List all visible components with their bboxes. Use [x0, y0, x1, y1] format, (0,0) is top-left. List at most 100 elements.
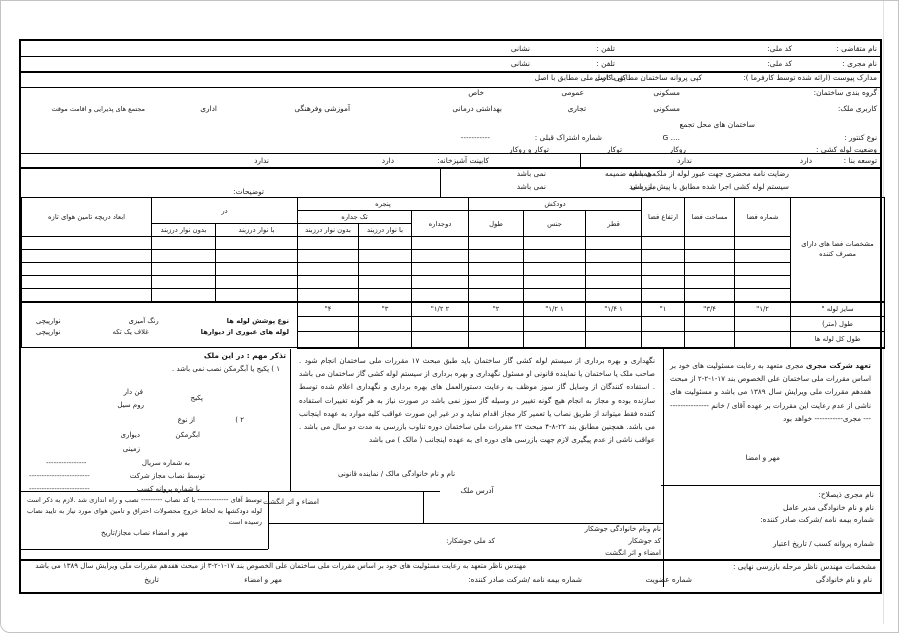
heater-floor-option: زمینی	[122, 445, 140, 453]
divider	[21, 491, 440, 492]
ceo-name-label: نام و نام خانوادگی مدیر عامل	[783, 503, 874, 512]
table-cell	[468, 275, 525, 289]
neighbor-consent-no: نمی باشد	[516, 169, 546, 178]
important-note-box: تذکر مهم : در این ملک ۱ ) پکیج یا آبگرمک…	[21, 349, 290, 493]
table-cell	[215, 275, 298, 289]
window-group-header: پنجره	[296, 197, 470, 211]
piping-status-embedded: توکار	[606, 145, 622, 154]
table-cell	[21, 288, 152, 302]
window-without-strip-header: بدون نوار درزبند	[296, 223, 360, 237]
usage-option-educational: آموزشی وفرهنگی	[294, 104, 350, 113]
expansion-has: دارد	[799, 156, 812, 165]
divider-thick	[21, 559, 880, 561]
table-cell	[468, 249, 525, 263]
kitchen-cabinet-has: دارد	[381, 156, 394, 165]
package-roomseal-option: روم سیل	[117, 401, 144, 409]
installer-statement-box: توسط آقای ------------- با کد نصاب -----…	[21, 491, 268, 549]
divider-vertical	[663, 349, 664, 587]
window-with-strip-header: با نوار درزبند	[358, 223, 413, 237]
grouping-label: گروه بندی ساختمان:	[813, 88, 877, 97]
table-cell	[151, 288, 216, 302]
divider	[21, 153, 880, 154]
table-cell	[585, 262, 643, 276]
window-double-header: دوجداره	[411, 210, 470, 237]
final-inspector-insurance-label: شماره بیمه نامه /شرکت صادر کننده:	[468, 575, 582, 584]
table-cell	[21, 275, 152, 289]
table-cell	[585, 236, 643, 250]
table-cell	[296, 288, 360, 302]
table-cell	[358, 288, 413, 302]
table-cell	[21, 262, 152, 276]
table-cell	[734, 275, 792, 289]
important-note-title: تذکر مهم : در این ملک	[203, 351, 286, 360]
table-cell	[468, 288, 525, 302]
table-cell	[641, 249, 686, 263]
installer-seal-label: مهر و امضاء نصاب مجاز/تاریخ	[100, 529, 189, 537]
previous-subscription-filler: -----------	[460, 133, 490, 142]
previous-subscription-label: شماره اشتراک قبلی :	[534, 133, 602, 142]
table-cell	[358, 262, 413, 276]
applicant-phone-label: تلفن :	[596, 44, 615, 53]
pipe-size-value: ۴"	[296, 300, 360, 317]
authorized-installer-label: توسط نصاب مجاز شرکت	[129, 472, 205, 480]
table-header-row: با نوار درزبند بدون نوار درزبند با نوار …	[22, 223, 885, 237]
table-cell	[358, 249, 413, 263]
table-cell	[468, 316, 525, 332]
applicant-address-label: نشانی	[510, 44, 530, 53]
table-cell	[411, 236, 470, 250]
table-cell	[734, 236, 792, 250]
table-cell	[684, 331, 736, 349]
final-inspector-membership-label: شماره عضویت	[645, 575, 692, 584]
table-cell	[151, 262, 216, 276]
usage-option-office: اداری	[200, 104, 217, 113]
table-cell	[296, 331, 360, 349]
table-cell	[468, 236, 525, 250]
table-cell	[684, 249, 736, 263]
neighbor-consent-yes: می باشد	[629, 169, 656, 178]
table-cell	[411, 316, 470, 332]
executor-national-id-label: کد ملی:	[767, 59, 792, 68]
table-cell	[411, 275, 470, 289]
authorized-installer-filler: ------------------------	[29, 472, 90, 480]
preinspection-yes: می باشد	[629, 182, 656, 191]
table-header-row: مشخصات فضا های دارای مصرف کننده شماره فض…	[21, 197, 886, 302]
notes-label: توضیحات:	[233, 187, 264, 196]
package-fan-option: فن دار	[123, 388, 143, 396]
serial-number-label: به شماره سریال	[141, 459, 190, 467]
coating-wrap-option: نوارپیچی	[36, 316, 61, 325]
preinspection-label: سیستم لوله کشی اجرا شده مطابق با پیش باز…	[630, 182, 789, 191]
pipe-size-row: سایز لوله " ۱/۲" ۳/۴" ۱" ۱ ۱/۴" ۱ ۱/۲" ۲…	[21, 300, 886, 348]
table-cell	[684, 262, 736, 276]
divider	[21, 87, 880, 88]
wall-pass-label: لوله های عبوری از دیوارها	[200, 327, 289, 336]
table-cell	[215, 288, 298, 302]
table-cell	[296, 249, 360, 263]
chimney-group-header: دودکش	[468, 197, 643, 211]
final-inspector-date-label: تاریخ	[144, 575, 159, 584]
table-cell	[523, 236, 587, 250]
divider-thick	[21, 71, 880, 73]
usage-option-assembly: ساختمان های محل تجمع	[679, 120, 755, 129]
applicant-name-label: نام متقاضی :	[836, 44, 877, 53]
usage-label: کاربری ملک:	[837, 104, 877, 113]
col-space-area: مساحت فضا	[684, 197, 736, 237]
table-cell	[523, 249, 587, 263]
table-cell	[641, 331, 686, 349]
table-cell	[296, 275, 360, 289]
expansion-label: توسعه بنا :	[843, 156, 877, 165]
documents-id-copy: کپی کارت ملی مطابق با اصل	[534, 73, 626, 82]
table-row	[21, 262, 885, 276]
executor-phone-label: تلفن :	[596, 59, 615, 68]
door-group-header: در	[151, 197, 298, 224]
spaces-table: مشخصات فضا های دارای مصرف کننده شماره فض…	[21, 197, 886, 349]
divider-vertical	[580, 153, 581, 167]
business-license-filler: ------------------------	[29, 485, 90, 493]
table-cell	[585, 288, 643, 302]
usage-option-hospitality: مجتمع های پذیرایی و اقامت موقت	[51, 105, 145, 113]
welder-code-label: کد جوشکار	[628, 537, 661, 545]
table-row	[21, 249, 885, 263]
grouping-option-residential: مسکونی	[653, 88, 680, 97]
owner-signature-label: امضاء و اثر انگشت	[263, 498, 319, 506]
welder-name-label: نام ونام خانوادگی جوشکار	[584, 525, 661, 533]
